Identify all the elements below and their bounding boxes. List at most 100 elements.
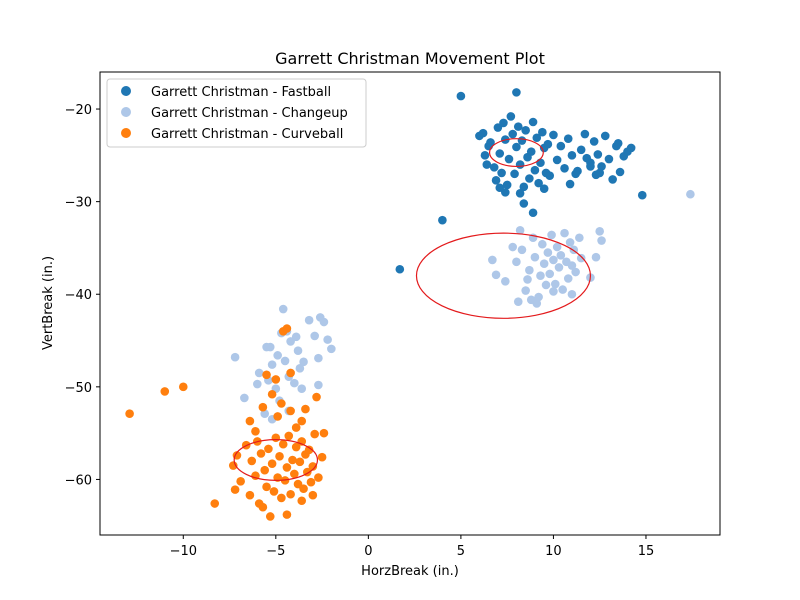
data-point bbox=[178, 382, 188, 392]
data-point bbox=[478, 128, 488, 138]
data-point bbox=[560, 228, 569, 238]
data-point bbox=[575, 233, 584, 243]
data-point bbox=[258, 502, 268, 512]
data-point bbox=[515, 189, 525, 198]
data-point bbox=[267, 360, 277, 369]
data-point bbox=[539, 184, 549, 193]
data-point bbox=[228, 461, 238, 470]
data-point bbox=[541, 280, 551, 290]
data-point bbox=[306, 477, 316, 487]
data-point bbox=[230, 352, 240, 362]
data-point bbox=[284, 431, 294, 441]
data-point bbox=[260, 465, 270, 475]
data-point bbox=[549, 255, 558, 265]
data-point bbox=[591, 252, 601, 262]
data-point bbox=[271, 433, 281, 443]
data-point bbox=[637, 190, 647, 200]
data-point bbox=[282, 510, 292, 519]
data-point bbox=[517, 136, 527, 145]
series-0-points bbox=[395, 88, 647, 274]
legend-entry-label: Garrett Christman - Curveball bbox=[151, 127, 343, 142]
plot-frame bbox=[99, 71, 721, 536]
y-tick-label: −40 bbox=[65, 288, 92, 303]
data-point bbox=[308, 462, 318, 471]
data-point bbox=[567, 289, 577, 299]
data-point bbox=[508, 242, 518, 252]
data-point bbox=[560, 164, 569, 173]
data-point bbox=[327, 344, 336, 354]
data-point bbox=[550, 279, 560, 289]
legend-marker bbox=[121, 107, 131, 117]
data-point bbox=[597, 236, 606, 245]
data-point bbox=[526, 147, 536, 156]
data-point bbox=[489, 163, 499, 172]
data-point bbox=[245, 490, 255, 500]
data-point bbox=[277, 493, 286, 503]
data-point bbox=[595, 226, 605, 236]
data-point bbox=[613, 139, 623, 148]
data-point bbox=[456, 91, 466, 101]
data-point bbox=[556, 141, 566, 151]
data-point bbox=[293, 346, 303, 356]
data-point bbox=[230, 485, 240, 494]
data-point bbox=[538, 239, 547, 249]
data-point bbox=[280, 356, 290, 366]
data-point bbox=[278, 439, 288, 449]
data-point bbox=[395, 264, 405, 274]
data-point bbox=[291, 442, 301, 452]
data-point bbox=[290, 469, 299, 479]
data-point bbox=[491, 270, 501, 280]
legend-entry-label: Garrett Christman - Changeup bbox=[151, 106, 348, 121]
data-point bbox=[521, 126, 530, 135]
data-point bbox=[508, 129, 518, 139]
data-point bbox=[277, 399, 286, 408]
data-point bbox=[258, 402, 268, 412]
data-point bbox=[515, 160, 525, 169]
data-point bbox=[286, 368, 295, 378]
data-point bbox=[502, 180, 512, 190]
x-tick-label: 5 bbox=[457, 544, 465, 559]
data-point bbox=[273, 351, 282, 360]
fit-ellipse-2 bbox=[233, 439, 319, 481]
data-point bbox=[547, 230, 556, 240]
data-point bbox=[499, 118, 508, 128]
data-point bbox=[245, 416, 255, 426]
data-point bbox=[295, 364, 305, 373]
data-point bbox=[543, 139, 553, 149]
chart-title: Garrett Christman Movement Plot bbox=[275, 49, 545, 68]
data-point bbox=[545, 269, 555, 279]
data-point bbox=[301, 404, 310, 414]
data-point bbox=[254, 368, 264, 378]
data-point bbox=[510, 169, 519, 179]
data-point bbox=[267, 389, 277, 399]
x-tick-label: 15 bbox=[638, 544, 655, 559]
data-point bbox=[608, 175, 617, 184]
data-point bbox=[240, 393, 249, 403]
data-point bbox=[565, 179, 575, 189]
data-point bbox=[536, 158, 545, 168]
data-point bbox=[558, 285, 567, 294]
data-point bbox=[291, 423, 301, 432]
data-point bbox=[512, 88, 521, 97]
data-point bbox=[539, 259, 549, 268]
data-point bbox=[304, 315, 314, 325]
data-point bbox=[247, 456, 257, 466]
data-point bbox=[495, 183, 505, 193]
data-point bbox=[563, 134, 573, 143]
x-axis-ticks: −10 −5 0 5 10 15 bbox=[170, 535, 655, 559]
data-point bbox=[582, 153, 592, 163]
data-point bbox=[314, 473, 323, 482]
data-point bbox=[497, 168, 506, 178]
data-point bbox=[586, 162, 595, 171]
data-point bbox=[554, 263, 564, 272]
data-point bbox=[486, 138, 495, 147]
data-point bbox=[571, 267, 580, 277]
data-point bbox=[278, 304, 288, 314]
data-point bbox=[253, 379, 262, 389]
data-point bbox=[515, 226, 525, 235]
data-point bbox=[297, 496, 307, 506]
data-point bbox=[513, 297, 523, 306]
data-point bbox=[304, 445, 314, 455]
data-point bbox=[265, 342, 275, 352]
data-point bbox=[528, 117, 538, 127]
